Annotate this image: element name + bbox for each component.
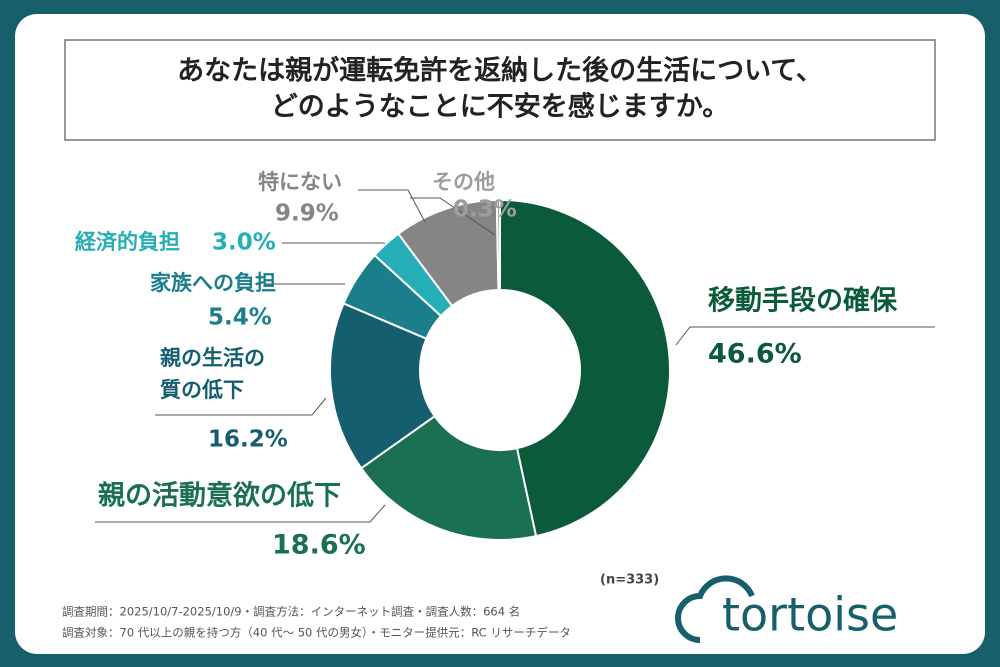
category-label: その他 [432, 170, 495, 194]
brand: tortoise [722, 588, 898, 642]
value-label: 16.2% [208, 427, 288, 453]
leader-line [410, 197, 496, 236]
logo-mark [675, 575, 755, 643]
leader-line [675, 326, 935, 346]
note: 調査期間：2025/10/7-2025/10/9・調査方法：インターネット調査・… [62, 605, 520, 619]
value-label: 0.3% [453, 197, 517, 223]
title-box [64, 39, 936, 141]
slice [495, 198, 501, 292]
leader-line [358, 189, 426, 223]
sample-note: (n=333) [600, 573, 659, 588]
card [15, 14, 985, 654]
category-label: 移動手段の確保 [708, 285, 898, 317]
category-label: 親の生活の質の低下 [160, 346, 265, 402]
leader-line [95, 504, 386, 523]
category-label: 家族への負担 [150, 271, 276, 295]
value-label: 9.9% [275, 201, 339, 227]
slice [329, 302, 437, 470]
value-label: 3.0% [212, 230, 276, 256]
leader-line [155, 397, 327, 416]
category-label-box: 親の生活の質の低下 [160, 346, 265, 402]
leader-lines [95, 189, 935, 523]
value-label: 18.6% [272, 530, 366, 561]
category-label: 親の活動意欲の低下 [98, 480, 341, 512]
category-label: 経済的負担 [75, 230, 180, 254]
slice [499, 198, 671, 538]
chart-title: どのようなことに不安を感じますか。 [271, 91, 729, 123]
value-label: 5.4% [208, 305, 272, 331]
slice [359, 414, 538, 541]
value-label: 46.6% [708, 339, 802, 370]
category-label: 特にない [258, 170, 342, 194]
chart-title: あなたは親が運転免許を返納した後の生活について、 [177, 55, 823, 87]
note: 調査対象：70 代以上の親を持つ方（40 代～ 50 代の男女）・モニター提供元… [62, 626, 571, 640]
